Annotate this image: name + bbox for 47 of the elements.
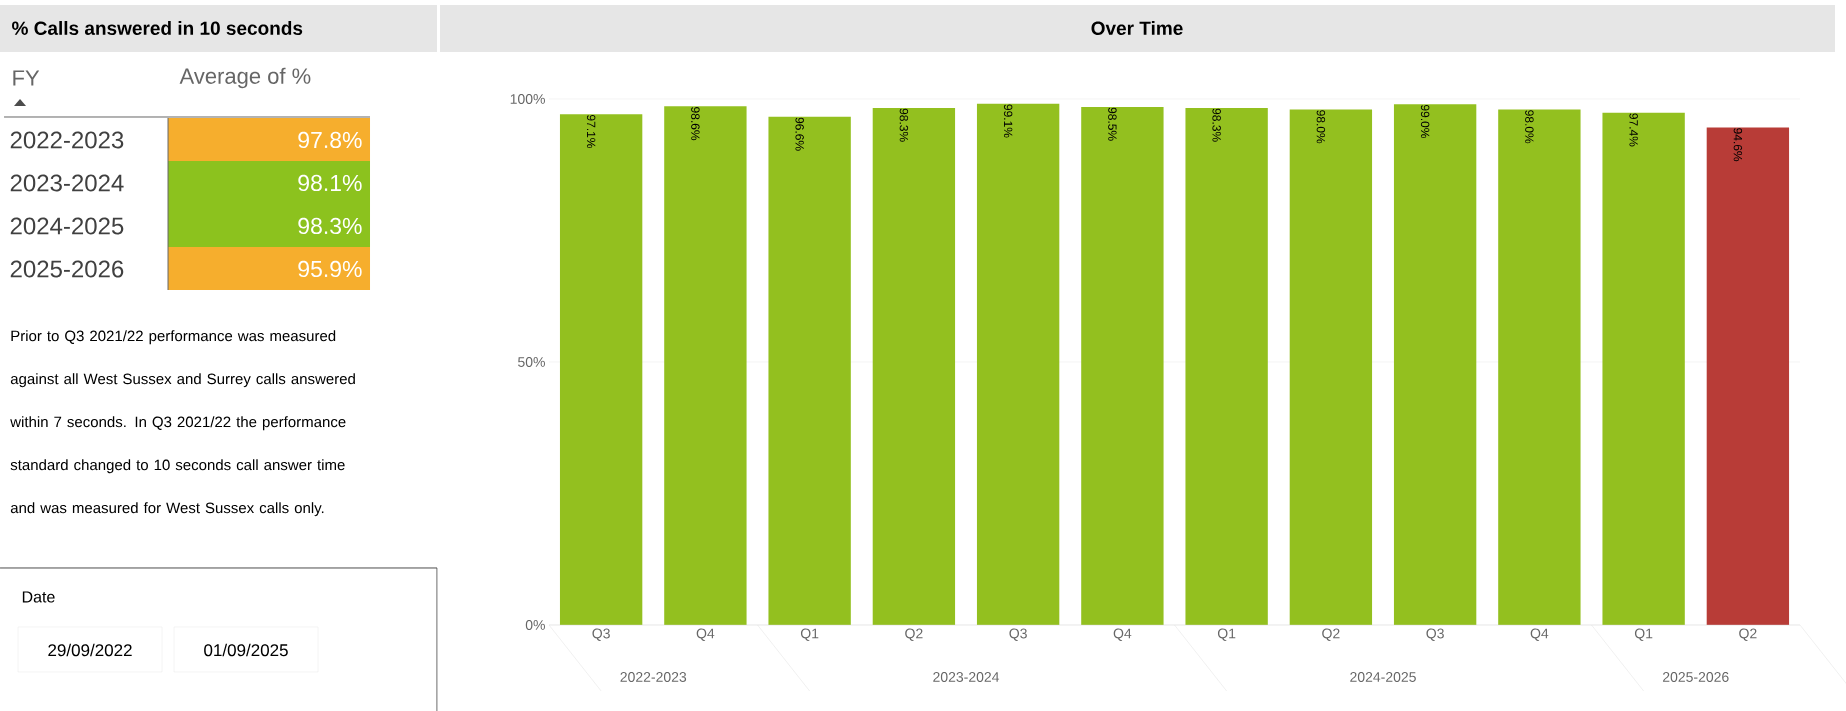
text: 98.1%	[298, 174, 362, 192]
category-label: 2024-2025	[10, 217, 124, 235]
text: 95.9%	[298, 260, 362, 278]
y-tick-label: 50%	[518, 357, 545, 367]
x-tick-label: Q2	[1739, 628, 1757, 641]
data-label: 97.1%	[586, 115, 596, 149]
data-label: 97.4%	[1629, 113, 1638, 147]
text: 2023-2024	[933, 672, 1000, 682]
data-label: 99.0%	[1420, 105, 1430, 139]
x-tick-label: Q1	[1217, 628, 1236, 641]
x-tick-label: Q3	[592, 628, 610, 641]
text: 01/09/2025	[204, 643, 288, 657]
data-label: 98.3%	[899, 108, 909, 142]
x-tick-label: Q3	[1009, 628, 1027, 641]
data-label: 96.6%	[795, 117, 804, 151]
text: Date	[22, 591, 55, 603]
text: Prior to Q3 2021/22 performance was measured against all West Sussex and Surrey calls answered within 7 seconds. In Q3 2021/22 the performance standard changed to 10 seconds call answer time and was measured for West Sussex calls only.	[10, 330, 355, 517]
data-label: 98.0%	[1525, 110, 1534, 144]
category-label: 2022-2023	[10, 131, 124, 149]
y-tick-label: 100%	[510, 94, 545, 104]
chart-title: Over Time	[1091, 21, 1183, 35]
y-tick-label: 0%	[525, 620, 545, 630]
text: 2022-2023	[620, 672, 687, 682]
category-label: 2025-2026	[10, 260, 124, 278]
data-label: 94.6%	[1733, 128, 1743, 162]
x-tick-label: Q2	[905, 628, 923, 641]
text: 98.3%	[298, 217, 362, 235]
category-label: 2023-2024	[10, 174, 124, 192]
x-tick-label: Q4	[696, 628, 715, 641]
text: 29/09/2022	[48, 643, 132, 657]
x-tick-label: Q1	[1634, 628, 1653, 641]
text: 97.8%	[298, 131, 362, 149]
text: Average of %	[179, 67, 311, 89]
x-tick-label: Q1	[800, 628, 819, 641]
text: FY	[13, 70, 40, 86]
x-tick-label: Q4	[1113, 628, 1132, 641]
text: 2024-2025	[1350, 672, 1416, 682]
data-label: 98.5%	[1108, 107, 1117, 141]
x-tick-label: Q3	[1426, 628, 1444, 641]
text: % Calls answered in 10 seconds	[12, 21, 303, 35]
x-tick-label: Q2	[1322, 628, 1340, 641]
data-label: 99.1%	[1003, 104, 1013, 138]
x-tick-label: Q4	[1530, 628, 1549, 641]
data-label: 98.6%	[691, 107, 700, 141]
text: 2025-2026	[1662, 672, 1729, 682]
data-label: 98.3%	[1212, 108, 1221, 142]
data-label: 98.0%	[1316, 110, 1326, 144]
